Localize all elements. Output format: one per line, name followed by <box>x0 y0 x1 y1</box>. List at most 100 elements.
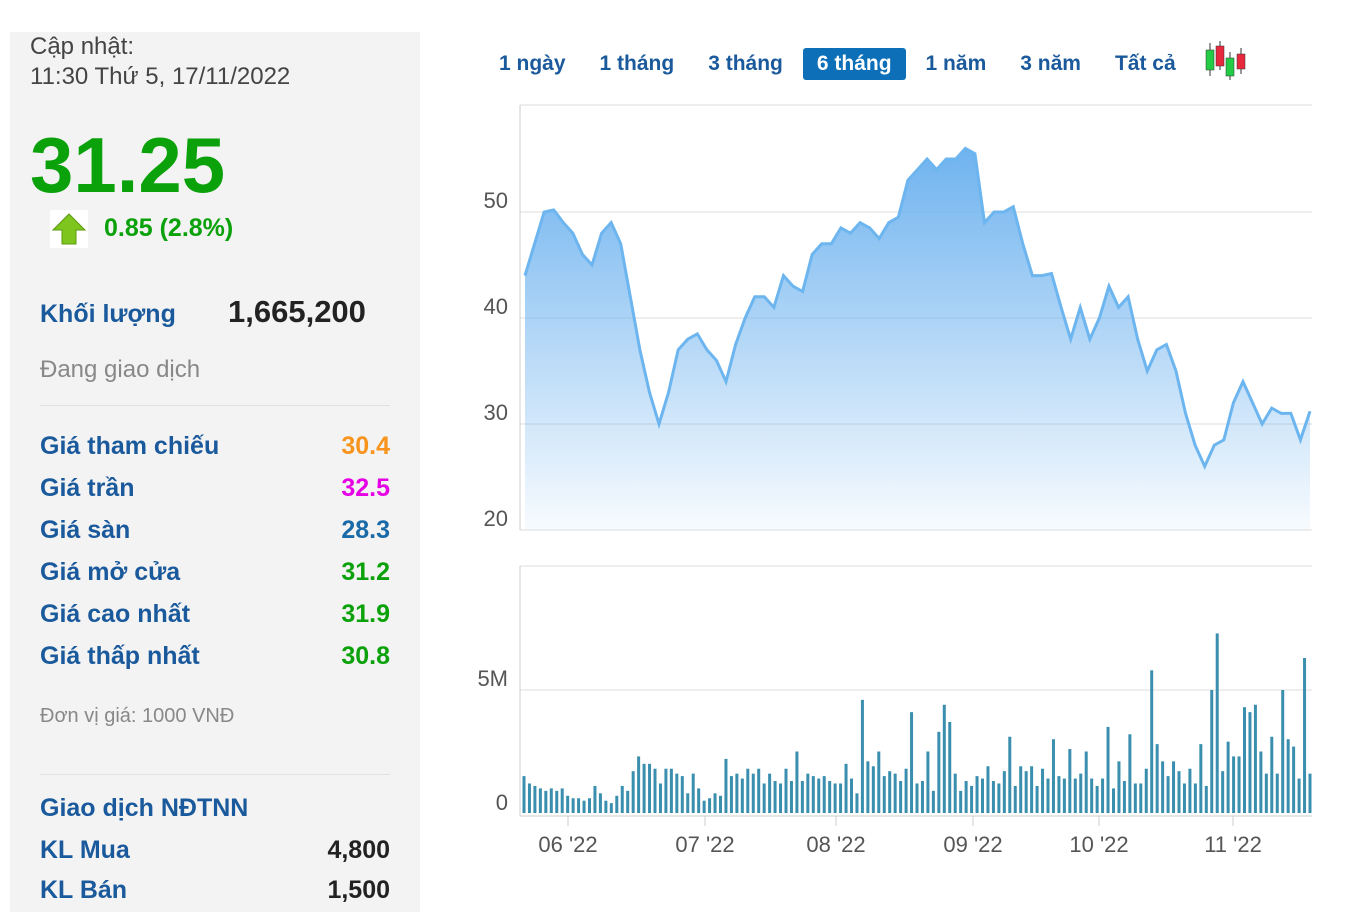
volume-bar <box>1101 778 1105 813</box>
volume-bar <box>1150 670 1154 813</box>
volume-bar <box>1133 783 1137 813</box>
volume-bar <box>1221 771 1225 813</box>
volume-bar <box>1013 785 1017 813</box>
volume-label: Khối lượng <box>40 300 176 328</box>
volume-bar <box>1286 739 1290 813</box>
trading-status: Đang giao dịch <box>40 356 201 383</box>
volume-tick-label: 5M <box>477 666 508 691</box>
volume-bar <box>773 781 777 813</box>
volume-bar <box>538 788 542 813</box>
volume-bar <box>899 781 903 813</box>
volume-bar <box>598 793 602 813</box>
volume-bar <box>784 768 788 813</box>
x-tick-label: 06 '22 <box>538 832 597 857</box>
tab-period[interactable]: 1 tháng <box>599 52 675 75</box>
update-time: 11:30 Thứ 5, 17/11/2022 <box>30 63 291 90</box>
volume-bar <box>691 773 695 813</box>
price-unit: Đơn vị giá: 1000 VNĐ <box>40 705 235 727</box>
volume-bar <box>789 781 793 813</box>
volume-bar <box>1259 751 1263 813</box>
volume-bar <box>1204 785 1208 813</box>
volume-bar <box>893 773 897 813</box>
tab-period[interactable]: 1 ngày <box>499 52 566 75</box>
volume-bar <box>1139 783 1143 813</box>
volume-bar <box>604 800 608 813</box>
volume-bar <box>549 788 553 813</box>
volume-value: 1,665,200 <box>228 294 366 329</box>
volume-bar <box>719 795 722 813</box>
volume-bar <box>986 766 990 813</box>
volume-bar <box>822 776 826 813</box>
volume-bar <box>544 790 548 813</box>
volume-bar <box>708 798 712 813</box>
tab-period[interactable]: Tất cả <box>1114 52 1176 75</box>
x-tick-label: 11 '22 <box>1204 832 1262 857</box>
volume-bar <box>1051 739 1055 813</box>
volume-bar <box>1062 778 1066 813</box>
volume-bar <box>997 783 1001 813</box>
volume-bar <box>806 773 810 813</box>
volume-bar <box>1128 734 1132 813</box>
price-row-value: 31.2 <box>341 558 390 586</box>
volume-bar <box>658 783 662 813</box>
volume-bar <box>533 785 537 813</box>
volume-bar <box>702 800 706 813</box>
price-row-label: Giá trần <box>40 474 135 502</box>
volume-bar <box>1243 707 1246 813</box>
price-line <box>523 146 1312 471</box>
volume-bar <box>1024 771 1028 813</box>
volume-bar <box>1215 633 1219 813</box>
volume-bar <box>1297 778 1301 813</box>
volume-bar <box>768 773 772 813</box>
volume-bar <box>1270 736 1274 813</box>
volume-bar <box>779 783 783 813</box>
volume-bar <box>915 783 919 813</box>
x-tick-label: 08 '22 <box>806 832 865 857</box>
tab-period[interactable]: 3 tháng <box>708 52 783 75</box>
volume-bar <box>1210 690 1214 813</box>
volume-bar <box>571 798 575 813</box>
volume-bar <box>953 773 957 813</box>
price-row-label: Giá mở cửa <box>40 558 181 586</box>
volume-bar <box>871 766 875 813</box>
volume-bar <box>1281 690 1285 813</box>
up-arrow-icon <box>50 210 88 248</box>
volume-bar <box>1193 783 1197 813</box>
volume-bar <box>757 768 761 813</box>
volume-bar <box>729 776 733 813</box>
volume-bar <box>877 751 881 813</box>
tab-period[interactable]: 3 năm <box>1020 52 1081 75</box>
volume-bar <box>1237 756 1241 813</box>
tab-period[interactable]: 1 năm <box>925 52 987 75</box>
volume-bar <box>1253 704 1257 813</box>
volume-bar <box>1232 756 1236 813</box>
volume-bar <box>555 790 559 813</box>
price-row-value: 28.3 <box>341 516 390 544</box>
update-info: Cập nhật: 11:30 Thứ 5, 17/11/2022 <box>30 32 290 92</box>
volume-bar <box>1308 773 1312 813</box>
volume-bar <box>675 773 679 813</box>
y-tick-label: 20 <box>484 506 508 531</box>
volume-bar <box>1095 785 1099 813</box>
volume-bar <box>1019 766 1023 813</box>
volume-bar <box>1008 736 1012 813</box>
volume-bar <box>626 790 630 813</box>
candlestick-icon[interactable] <box>1203 40 1249 85</box>
volume-bar <box>522 776 526 813</box>
volume-bar <box>669 768 673 813</box>
current-price: 31.25 <box>30 121 226 209</box>
tab-period[interactable]: 6 tháng <box>802 48 906 80</box>
volume-bar <box>850 778 853 813</box>
volume-bar <box>964 781 968 813</box>
volume-bar <box>735 773 739 813</box>
period-tabs: 1 ngày 1 tháng 3 tháng 6 tháng 1 năm 3 năm Tất… <box>485 48 1196 80</box>
volume-bar <box>970 785 974 813</box>
stock-info-panel <box>10 32 420 912</box>
volume-bar <box>1057 776 1061 813</box>
volume-bar <box>566 795 570 813</box>
price-row-label: Giá thấp nhất <box>40 642 200 670</box>
price-row-value: 32.5 <box>341 474 390 502</box>
price-row-value: 31.9 <box>341 600 390 628</box>
volume-bar <box>833 783 837 813</box>
